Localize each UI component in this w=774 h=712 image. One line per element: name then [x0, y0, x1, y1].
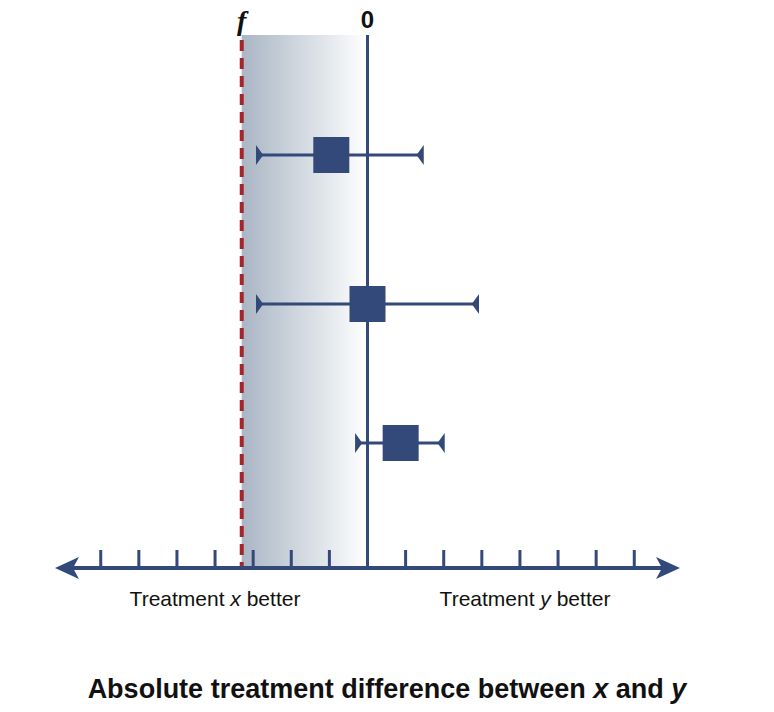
- tick: [175, 550, 178, 568]
- tick: [252, 550, 255, 568]
- axis-arrow-left: [55, 557, 79, 579]
- estimate: [350, 286, 386, 322]
- ci-cap-lower: [257, 297, 262, 311]
- chart: 0 f Treatment x better Treatment y better Ab…: [0, 0, 774, 712]
- ci-cap-upper: [473, 297, 478, 311]
- tick: [290, 550, 293, 568]
- tick: [442, 550, 445, 568]
- estimate: [383, 425, 419, 461]
- axis-arrow-right: [656, 557, 680, 579]
- margin-shade: [242, 35, 368, 568]
- tick: [595, 550, 598, 568]
- ci-cap-upper: [439, 436, 444, 450]
- marks: [257, 137, 478, 461]
- ci-cap-lower: [257, 148, 262, 162]
- ci-cap-upper: [418, 148, 423, 162]
- margin-line: [240, 40, 244, 568]
- estimate: [313, 137, 349, 173]
- tick: [404, 550, 407, 568]
- left-label: Treatment x better: [130, 587, 301, 610]
- x-label: Absolute treatment difference between x …: [88, 674, 689, 704]
- margin-label: f: [237, 5, 249, 36]
- tick: [214, 550, 217, 568]
- tick: [518, 550, 521, 568]
- ci-cap-lower: [356, 436, 361, 450]
- x-axis: [65, 566, 670, 570]
- tick: [328, 550, 331, 568]
- right-label: Treatment y better: [440, 587, 611, 610]
- tick: [633, 550, 636, 568]
- tick: [137, 550, 140, 568]
- tick: [557, 550, 560, 568]
- tick: [480, 550, 483, 568]
- reference-label: 0: [361, 6, 374, 33]
- tick: [99, 550, 102, 568]
